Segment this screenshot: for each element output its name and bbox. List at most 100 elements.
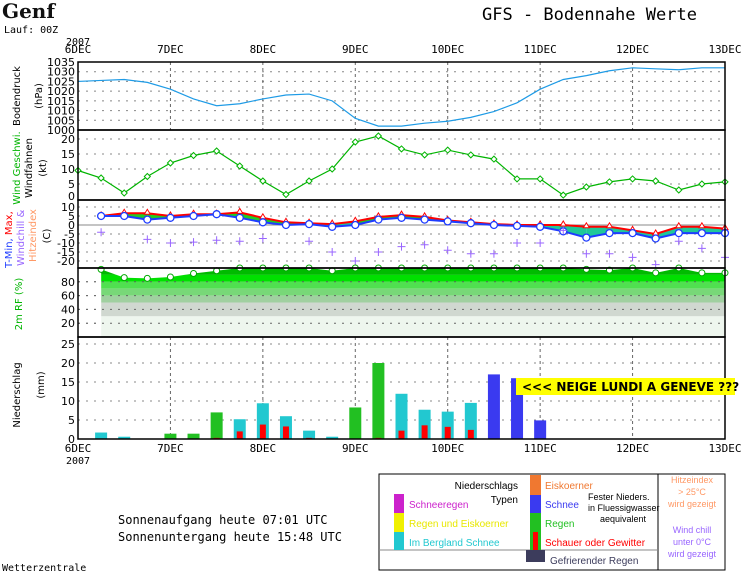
- precip-bar-mountain_snow: [395, 393, 408, 439]
- humidity-point: [120, 274, 128, 282]
- x-tick-label-bottom: 13DEC: [708, 442, 741, 455]
- legend-snow: Schnee: [545, 500, 579, 511]
- tmin-point: [281, 220, 291, 230]
- pressure-tick-label: 1005: [47, 114, 75, 127]
- tmin-point: [397, 213, 406, 222]
- tmin-point: [582, 233, 591, 242]
- pressure-tick-label: 1025: [47, 75, 75, 88]
- humidity-point: [698, 269, 706, 277]
- wind-line: [77, 135, 726, 196]
- pressure-tick-label: 1035: [47, 56, 75, 69]
- wind-point: [444, 146, 452, 154]
- wind-point: [328, 165, 336, 173]
- windchill-point: [351, 257, 360, 265]
- precip-bar-snow: [534, 420, 547, 439]
- humidity-tick-label: 20: [61, 317, 75, 330]
- legend-heat2: > 25°C: [678, 487, 706, 497]
- windchill-point: [97, 228, 106, 237]
- pressure-tick-label: 1000: [47, 124, 75, 137]
- wind-point: [675, 186, 683, 194]
- annotation-box: [516, 378, 735, 395]
- year-label-bottom: 2007: [66, 456, 90, 467]
- humidity-ylabel: 2m RF (%): [14, 278, 25, 331]
- legend-mountain-snow: Im Bergland Schnee: [409, 538, 500, 549]
- wind-tick-label: 10: [61, 163, 75, 176]
- windchill-point: [466, 249, 475, 258]
- windchill-point: [605, 249, 614, 258]
- legend-freezing: Gefrierender Regen: [550, 556, 638, 567]
- sunset-text: Sonnenuntergang heute 15:48 UTC: [118, 530, 342, 544]
- legend-heat1: Hitzeindex: [671, 475, 714, 485]
- tmax-point: [143, 208, 152, 215]
- precip-shower-bar: [282, 426, 289, 439]
- humidity-point: [190, 270, 198, 278]
- tmin-point: [212, 210, 221, 219]
- wind-tick-label: 0: [68, 190, 75, 203]
- legend-sleet-swatch: [394, 494, 404, 513]
- windchill-point: [582, 249, 591, 258]
- humidity-band: [101, 288, 726, 296]
- x-tick-label-bottom: 6DEC: [65, 442, 92, 455]
- precip-bar-rain: [210, 412, 223, 439]
- pressure-ylabel: Bodendruck: [12, 66, 23, 126]
- legend-rain: Regen: [545, 519, 574, 530]
- wind-ylabel2: Windfahnen: [24, 138, 35, 198]
- wind-point: [305, 177, 313, 185]
- tmin-point: [651, 234, 660, 243]
- temperature-tick-label: -10: [57, 237, 75, 250]
- tmin-point: [605, 228, 614, 238]
- tmin-point: [258, 218, 268, 227]
- x-tick-label-bottom: 8DEC: [250, 442, 277, 455]
- precip-bar-mountain_snow: [326, 436, 339, 439]
- wind-point: [698, 180, 706, 188]
- tmax-point: [698, 221, 706, 229]
- precipitation-tick-label: 20: [61, 357, 75, 370]
- x-tick-label-bottom: 9DEC: [342, 442, 369, 455]
- windchill-point: [697, 244, 706, 253]
- temperature-tick-label: 5: [68, 210, 75, 223]
- windchill-point: [305, 237, 314, 246]
- temp-range-fill: [239, 212, 263, 223]
- tmax-point: [559, 220, 568, 227]
- tmin-point: [328, 222, 337, 231]
- legend: Niederschlags Typen Schneeregen Regen un…: [378, 473, 726, 571]
- legend-frame: [378, 473, 726, 571]
- precip-bar-rain: [164, 433, 177, 439]
- precipitation-tick-label: 25: [61, 338, 75, 351]
- wind-point: [582, 183, 591, 191]
- precip-unit: (mm): [36, 371, 47, 398]
- windchill-point: [166, 239, 175, 247]
- humidity-bands: [101, 268, 726, 337]
- windchill-point: [328, 248, 337, 256]
- legend-shower: Schauer oder Gewitter: [545, 538, 646, 549]
- x-tick-label-top: 9DEC: [342, 43, 369, 56]
- tmax-point: [674, 221, 683, 229]
- heatindex-label: Hitzeindex: [28, 209, 39, 262]
- legend-solid1: Fester Nieders.: [588, 492, 650, 502]
- humidity-tick-label: 60: [61, 290, 75, 303]
- legend-chill2: unter 0°C: [673, 537, 712, 547]
- wind-point: [513, 175, 521, 183]
- year-label-top: 2007: [66, 37, 90, 48]
- humidity-point: [166, 273, 174, 281]
- wind-point: [189, 151, 198, 160]
- temp-range-fill: [586, 226, 610, 238]
- run-label: Lauf: 00Z: [4, 25, 58, 36]
- x-tick-label-top: 10DEC: [431, 43, 464, 56]
- precip-bar-rain: [187, 433, 200, 439]
- wind-tick-label: 5: [68, 178, 75, 191]
- marks-layer: [74, 67, 730, 439]
- temperature-tick-label: 10: [61, 201, 75, 214]
- x-tick-label-bottom: 12DEC: [616, 442, 649, 455]
- windchill-label: Windchill &: [16, 210, 27, 266]
- windchill-point: [189, 238, 198, 247]
- tmin-point: [235, 213, 244, 222]
- legend-hail: Eiskoerner: [545, 481, 593, 492]
- temp-ylabel: T-Min, Max,: [4, 211, 15, 269]
- legend-heat3: wird gezeigt: [667, 499, 717, 509]
- legend-solid3: aequivalent: [600, 514, 647, 524]
- tmin-point: [96, 211, 106, 221]
- x-tick-label-top: 11DEC: [524, 43, 557, 56]
- tmax-point: [235, 207, 244, 214]
